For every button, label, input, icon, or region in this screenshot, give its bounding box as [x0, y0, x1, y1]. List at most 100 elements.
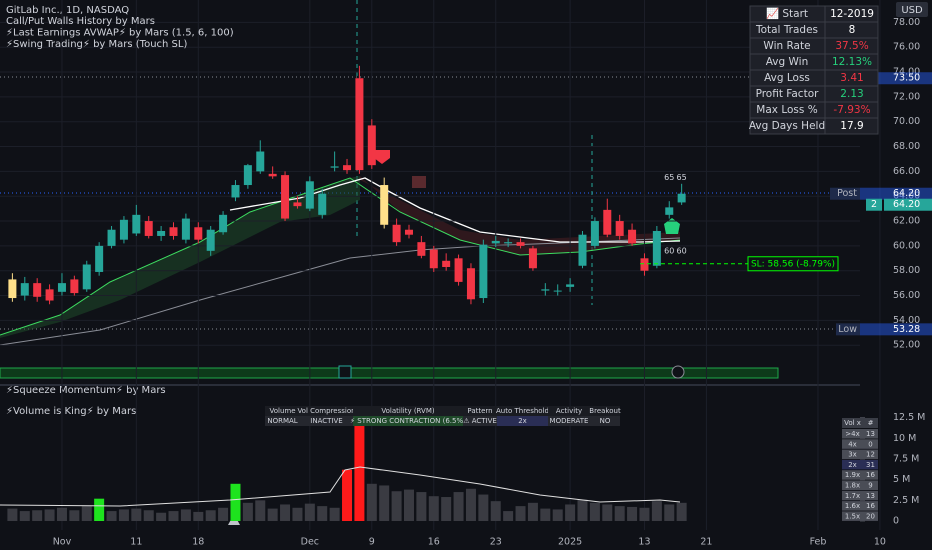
candle-body	[33, 283, 42, 297]
candle-body	[652, 230, 661, 266]
vx-cell	[842, 501, 863, 511]
y-tick-label: 54.00	[893, 315, 920, 326]
volume-bar	[416, 492, 427, 521]
vt-value-cell	[353, 416, 463, 426]
candle-body	[206, 229, 215, 251]
candle-body	[516, 242, 525, 246]
y-tick-label: 2.5 M	[893, 495, 919, 506]
y-tick-label: 7.5 M	[893, 454, 919, 465]
vx-cell	[842, 459, 863, 470]
volume-bar	[565, 504, 576, 521]
candle-body	[181, 218, 190, 240]
stats-label: Avg Win	[766, 56, 809, 68]
stats-value: 2.13	[840, 88, 863, 100]
candle-body	[70, 279, 79, 294]
candle-body	[281, 175, 290, 219]
x-tick-label: 21	[700, 537, 712, 548]
volume-bar	[180, 509, 191, 521]
vx-value: 1.8x	[845, 482, 860, 490]
chart-title: GitLab Inc., 1D, NASDAQ	[6, 5, 129, 16]
candle-body	[355, 78, 364, 171]
volume-bar	[366, 483, 377, 521]
vx-value: 12	[866, 451, 875, 459]
candle-body	[8, 279, 17, 299]
vx-value: 16	[866, 502, 875, 510]
volume-bar	[441, 497, 452, 521]
y-tick-label: 62.00	[893, 216, 920, 227]
candle-body	[231, 185, 240, 198]
stats-label: Profit Factor	[756, 88, 820, 100]
x-tick-label: 10	[874, 537, 886, 548]
vx-cell	[842, 418, 863, 428]
volume-bar	[478, 494, 489, 521]
buy-marker	[664, 218, 680, 234]
vx-value: >4x	[845, 430, 859, 438]
vt-header-cell	[590, 406, 620, 416]
candle-body	[541, 289, 550, 291]
candle-body	[132, 214, 141, 234]
trend-band	[360, 176, 680, 255]
x-tick-label: 9	[369, 537, 375, 548]
stats-value: 12-2019	[830, 8, 874, 20]
volume-bar	[515, 506, 526, 521]
volume-bar	[106, 511, 117, 521]
vx-cell	[842, 439, 863, 449]
earnings-icon	[338, 365, 352, 379]
candle-body	[553, 290, 562, 292]
level-tag: Post 64.20	[830, 187, 932, 200]
volume-bar	[69, 510, 80, 521]
volume-bar	[453, 492, 464, 521]
level-tag: Low 53.28	[836, 323, 932, 336]
vt-header-cell	[300, 406, 353, 416]
price-tag-box	[884, 198, 932, 211]
x-tick-label: 18	[192, 537, 204, 548]
y-tick-label: 72.00	[893, 91, 920, 102]
candle-body	[268, 173, 277, 177]
candle-body	[343, 165, 352, 171]
vt-value: NO	[600, 417, 611, 425]
stats-value: 8	[849, 24, 856, 36]
annotation: 60	[664, 246, 674, 255]
candle-body	[640, 258, 649, 271]
volume-bar	[527, 502, 538, 521]
candle-body	[20, 283, 29, 296]
volume-bar	[56, 507, 67, 521]
candle-body	[466, 268, 475, 300]
stats-cell	[824, 117, 879, 135]
currency-box	[896, 2, 928, 17]
vx-value: 1.9x	[845, 471, 860, 479]
stats-value: 17.9	[840, 120, 863, 132]
level-value-box	[860, 187, 932, 200]
level-name-box	[836, 323, 860, 336]
vt-header-cell	[548, 406, 590, 416]
volume-bar	[7, 508, 18, 521]
x-tick-label: 13	[638, 537, 650, 548]
legend-entry: Call/Put Walls History by Mars	[6, 16, 155, 27]
vt-header-cell	[265, 406, 300, 416]
y-tick-label: 58.00	[893, 265, 920, 276]
vt-header: Activity	[556, 407, 582, 415]
stats-label: 📈 Start	[766, 7, 808, 20]
level-value-box	[860, 323, 932, 336]
volume-bar	[280, 504, 291, 521]
vt-header-cell	[353, 406, 463, 416]
volume-bar	[602, 504, 613, 521]
vt-header: Pattern	[467, 407, 492, 415]
vx-cell	[863, 459, 878, 470]
level-name: Post	[837, 188, 857, 199]
volume-bar	[664, 504, 675, 521]
candle-body	[491, 240, 500, 244]
vx-cell	[863, 490, 878, 501]
candle-body	[57, 283, 66, 292]
vx-cell	[842, 470, 863, 480]
vx-value: 1.6x	[845, 502, 860, 510]
candle-body	[677, 193, 686, 203]
volume-bar	[552, 509, 563, 521]
candle-body	[367, 125, 376, 166]
candle-body	[380, 185, 389, 225]
candle-body	[429, 249, 438, 269]
annotation: 65	[677, 173, 687, 182]
candle-body	[219, 214, 228, 233]
volume-bar	[651, 501, 662, 521]
legend-entry: ⚡Swing Trading⚡ by Mars (Touch SL)	[6, 39, 187, 50]
